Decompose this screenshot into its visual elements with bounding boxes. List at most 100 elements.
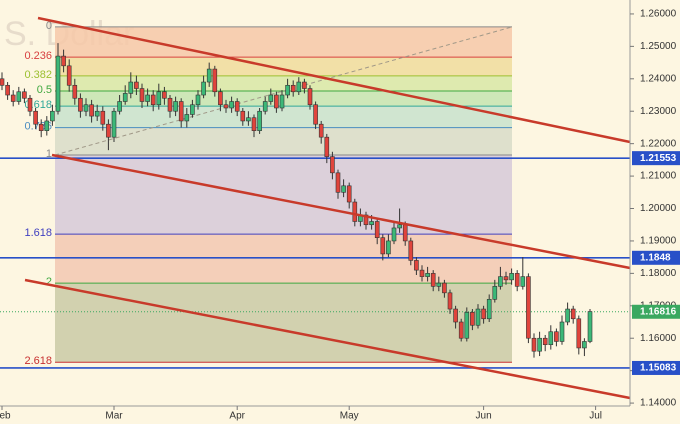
candle-body [234,101,240,112]
candle-body [374,221,380,238]
y-tick-label: 1.20000 [640,203,677,214]
y-tick-label: 1.26000 [640,9,677,20]
candle-body [218,91,223,106]
y-tick-label: 1.16000 [640,333,677,344]
trend-line [24,278,631,400]
candle-body [16,91,22,102]
candle-body [453,308,458,323]
candle-body [178,101,184,122]
candle-body [526,276,531,339]
candle-body [570,308,576,320]
candle-body [117,101,122,112]
candle-body [307,88,313,106]
candle-body [419,269,425,277]
candle-body [66,65,72,86]
fib-zone [55,127,512,156]
candle-body [380,237,386,255]
candle-body [470,311,475,326]
fib-label: 2 [46,276,52,288]
candle-body [369,221,374,226]
fib-zone [55,106,512,128]
candle-body [22,91,27,99]
candle-body [229,101,234,109]
candle-body [262,101,268,112]
candle-body [212,68,218,93]
candle-body [346,185,352,203]
candle-body [128,81,134,94]
fib-zone [55,155,512,235]
candle-body [458,321,464,339]
level-tag [632,250,680,265]
candle-body [44,120,50,131]
candle-body [145,94,150,102]
candle-body [195,94,201,106]
candle-body [290,84,296,93]
candle-body [27,97,33,112]
candle-body [402,224,408,242]
candle-body [548,331,554,346]
candle-body [190,104,195,115]
candle-body [498,276,503,287]
fib-label: 0.5 [37,84,52,96]
trend-line [51,153,631,270]
candle-body [430,273,436,287]
trend-line [37,16,631,144]
candle-body [391,227,397,242]
y-tick-label: 1.19000 [640,236,677,247]
candle-body [341,185,346,193]
candle-body [268,94,274,102]
level-label: 1.15083 [640,363,677,374]
candle-body [313,104,318,125]
candle-body [184,114,190,122]
candle-body [111,110,117,138]
fib-trend [54,26,513,156]
candle-body [50,110,55,122]
candle-body [587,311,593,342]
candle-body [156,91,162,106]
fib-zone [55,26,512,58]
x-tick-label: Apr [229,411,245,422]
fib-label: 0.382 [24,69,52,81]
candle-body [257,110,262,131]
x-tick-label: May [340,411,359,422]
candle-body [576,318,582,349]
candle-body [486,299,492,320]
fib-label: 0 [46,20,52,32]
candle-body [386,240,391,255]
level-tag [632,360,680,375]
candle-body [324,136,330,157]
candle-body [363,214,369,226]
y-tick-label: 1.22000 [640,138,677,149]
candle-body [139,88,145,102]
candle-body [134,81,139,89]
x-tick-label: Jun [476,411,492,422]
candle-body [285,84,290,96]
level-tag [632,151,680,166]
candle-body [492,286,498,300]
x-tick-label: Jul [589,411,602,422]
candle-body [5,84,10,96]
candle-body [61,55,66,67]
candle-body [83,104,89,112]
candle-body [223,104,229,109]
candle-body [442,282,447,294]
y-tick-label: 1.24000 [640,73,677,84]
candle-body [335,172,341,193]
candle-body [122,93,128,102]
candle-body [162,91,167,99]
candle-body [481,308,486,320]
candle-body [520,276,526,287]
candle-body [251,117,257,131]
candle-body [240,110,246,122]
candle-body [352,201,358,222]
candle-body [559,321,565,342]
candle-body [537,337,542,352]
fib-zone [55,57,512,76]
fib-zone [55,283,512,363]
candle-body [167,97,173,112]
candle-body [514,273,520,287]
candle-body [475,308,481,326]
candle-body [330,156,335,174]
candle-body [447,292,453,310]
level-label: 1.1848 [640,252,671,263]
